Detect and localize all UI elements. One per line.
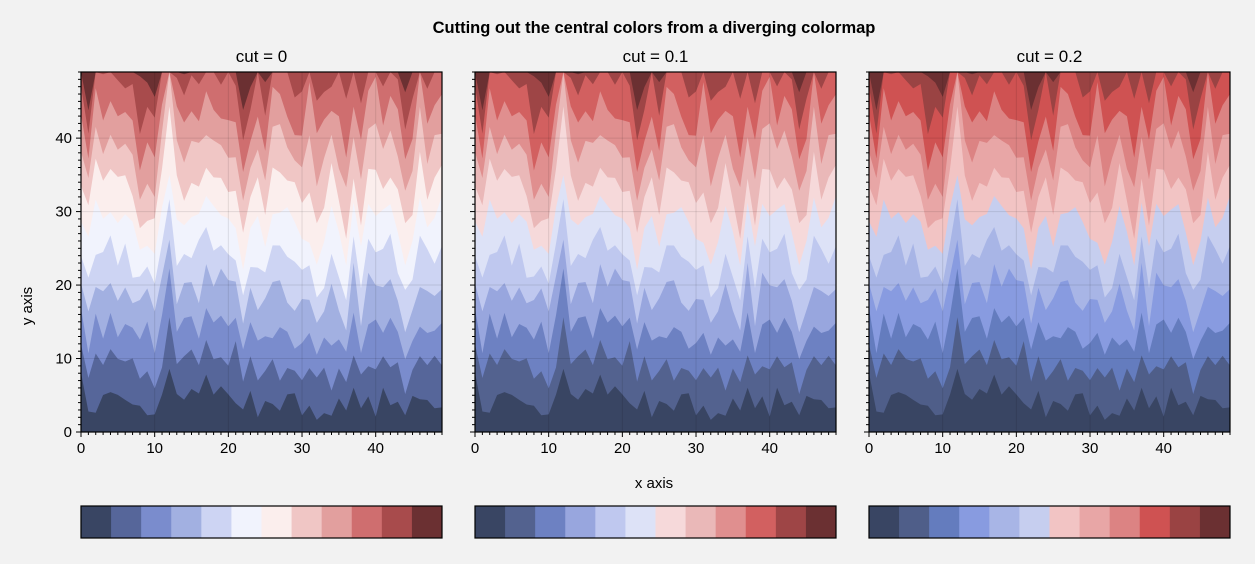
- panel-0: cut = 0 0 10 20 30 40 0 10 20 30 40: [55, 47, 443, 539]
- contour-level: [81, 72, 442, 172]
- colorbar-swatch: [81, 506, 112, 538]
- axes-frame: [868, 71, 1231, 433]
- colorbar-swatch: [869, 506, 900, 538]
- colorbar-swatch: [1079, 506, 1111, 538]
- y-tick-label: 20: [55, 277, 72, 294]
- panel-title: cut = 0.1: [623, 47, 689, 66]
- colorbar-swatch: [1109, 506, 1141, 538]
- colorbar-swatch: [1139, 506, 1171, 538]
- x-tick-label: 20: [1008, 440, 1025, 457]
- x-axis-label: x axis: [635, 475, 673, 492]
- x-tick-label: 40: [367, 440, 384, 457]
- colorbar-swatch: [959, 506, 990, 538]
- contour-level: [475, 72, 836, 111]
- contour-level: [475, 72, 836, 172]
- x-tick-label: 40: [761, 440, 778, 457]
- colorbar-swatch: [929, 506, 960, 538]
- axes-frame: [474, 71, 837, 433]
- chart-suptitle: Cutting out the central colors from a di…: [433, 19, 876, 37]
- colorbar-swatch: [321, 506, 353, 538]
- colorbar-swatch: [291, 506, 323, 538]
- colorbar-frame: [80, 505, 443, 539]
- x-tick-label: 20: [220, 440, 237, 457]
- colorbar: [80, 505, 443, 539]
- colorbar-swatch: [261, 506, 293, 538]
- colorbar-swatch: [565, 506, 596, 538]
- x-tick-label: 0: [865, 440, 873, 457]
- x-tick-label: 20: [614, 440, 631, 457]
- colorbar-swatch: [1019, 506, 1050, 538]
- colorbar-swatch: [231, 506, 262, 538]
- panel-title: cut = 0: [236, 47, 288, 66]
- colorbar-swatch: [1049, 506, 1081, 538]
- contour-fills: [81, 72, 442, 432]
- colorbar-swatch: [989, 506, 1020, 538]
- axes-frame: [80, 71, 443, 433]
- x-tick-label: 10: [934, 440, 951, 457]
- colorbar-swatch: [595, 506, 626, 538]
- colorbar-swatch: [171, 506, 202, 538]
- x-tick-label: 10: [146, 440, 163, 457]
- y-tick-label: 30: [55, 204, 72, 221]
- y-tick-label: 0: [64, 424, 72, 441]
- y-tick-label: 40: [55, 130, 72, 147]
- colorbar-swatch: [1169, 506, 1201, 538]
- colorbar-frame: [474, 505, 837, 539]
- contour-level: [869, 72, 1230, 172]
- colorbar-swatch: [475, 506, 506, 538]
- colorbar-swatch: [505, 506, 536, 538]
- colorbar-swatch: [141, 506, 172, 538]
- panel-1: cut = 0.1 0 10 20 30 40: [470, 47, 837, 539]
- panel-2: cut = 0.2 0 10 20 30 40: [864, 47, 1231, 539]
- colorbar-swatch: [899, 506, 930, 538]
- x-tick-label: 0: [77, 440, 85, 457]
- colorbar-swatch: [715, 506, 747, 538]
- x-tick-label: 40: [1155, 440, 1172, 457]
- x-tick-label: 10: [540, 440, 557, 457]
- colorbar: [474, 505, 837, 539]
- panel-title: cut = 0.2: [1017, 47, 1083, 66]
- colorbar-swatch: [201, 506, 232, 538]
- contour-fills: [475, 72, 836, 432]
- colorbar: [868, 505, 1231, 539]
- colorbar-swatch: [381, 506, 413, 538]
- colorbar-swatch: [1199, 506, 1231, 538]
- colorbar-swatch: [111, 506, 142, 538]
- colorbar-frame: [868, 505, 1231, 539]
- colorbar-swatch: [775, 506, 807, 538]
- colorbar-swatch: [625, 506, 656, 538]
- colorbar-swatch: [351, 506, 383, 538]
- colorbar-swatch: [685, 506, 717, 538]
- x-tick-label: 30: [688, 440, 705, 457]
- x-tick-label: 0: [471, 440, 479, 457]
- x-tick-label: 30: [294, 440, 311, 457]
- colorbar-swatch: [535, 506, 566, 538]
- contour-level: [869, 72, 1230, 111]
- y-axis-label: y axis: [19, 287, 36, 325]
- colorbar-swatch: [411, 506, 443, 538]
- colorbar-swatch: [655, 506, 687, 538]
- panels: cut = 0 0 10 20 30 40 0 10 20 30 40 cut = 0.1 0 10 20 3…: [55, 47, 1231, 539]
- y-tick-label: 10: [55, 351, 72, 368]
- contour-level: [81, 72, 442, 111]
- colorbar-swatch: [805, 506, 837, 538]
- colorbar-swatch: [745, 506, 777, 538]
- contour-fills: [869, 72, 1230, 432]
- x-tick-label: 30: [1082, 440, 1099, 457]
